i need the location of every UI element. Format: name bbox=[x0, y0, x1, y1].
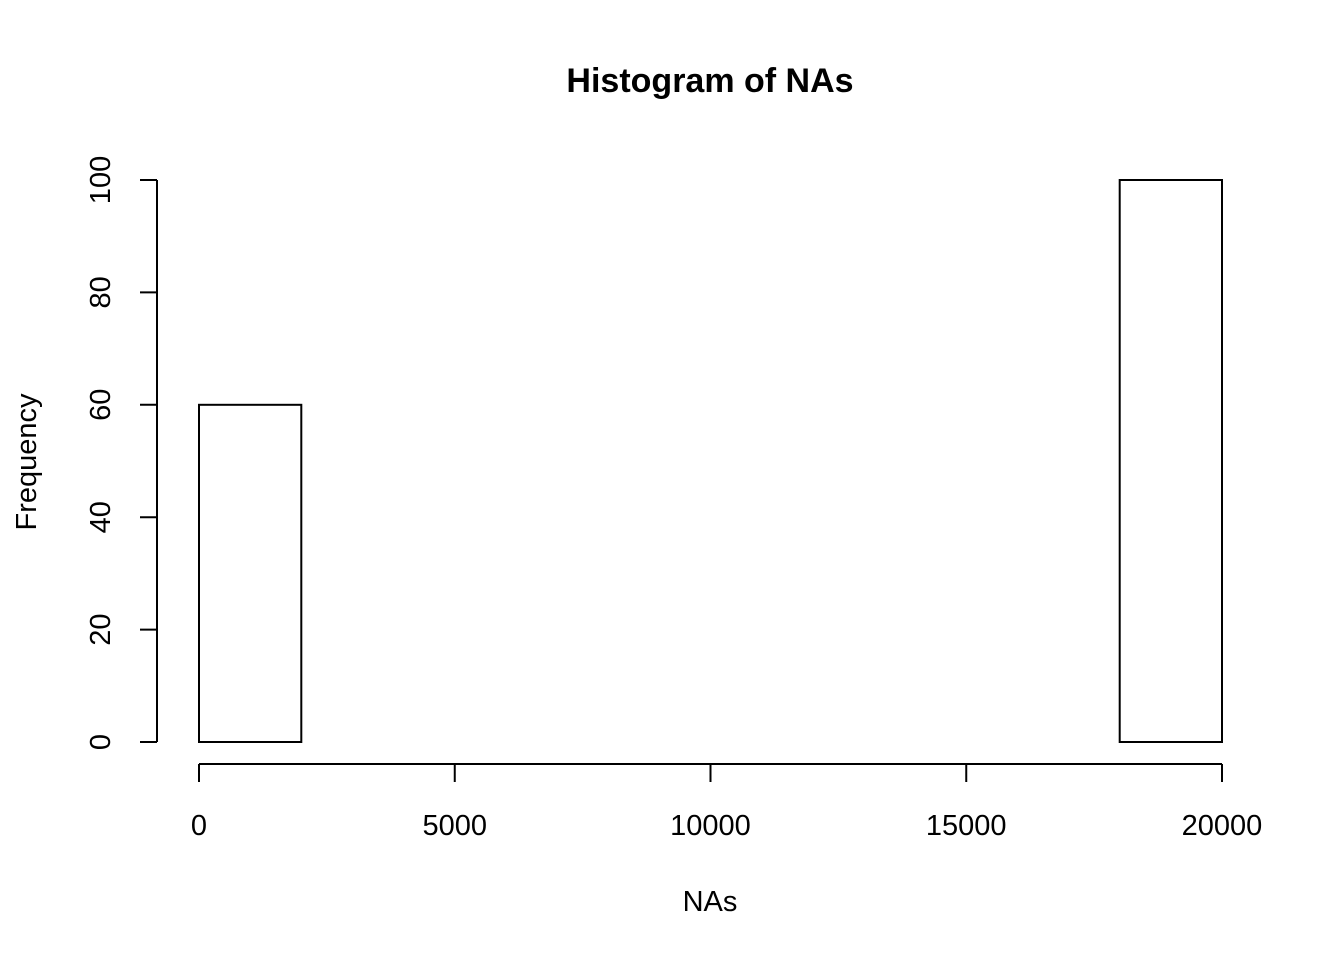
chart-title: Histogram of NAs bbox=[566, 62, 853, 100]
y-tick-label: 60 bbox=[85, 389, 117, 421]
y-tick-label: 100 bbox=[85, 156, 117, 204]
x-tick-label: 20000 bbox=[1182, 810, 1263, 842]
y-axis: 0 20 40 60 80 100 bbox=[85, 156, 158, 750]
y-tick-label: 40 bbox=[85, 501, 117, 533]
y-tick-label: 80 bbox=[85, 276, 117, 308]
x-axis-label: NAs bbox=[683, 886, 738, 918]
histogram-bar bbox=[198, 403, 303, 743]
x-tick-label: 5000 bbox=[422, 810, 487, 842]
x-tick-label: 15000 bbox=[926, 810, 1007, 842]
y-tick-label: 0 bbox=[85, 734, 117, 750]
y-tick-label: 20 bbox=[85, 613, 117, 645]
bars-group bbox=[198, 179, 1223, 743]
x-tick-label: 0 bbox=[191, 810, 207, 842]
x-tick-label: 10000 bbox=[670, 810, 751, 842]
histogram-bar bbox=[1118, 179, 1223, 743]
y-axis-label: Frequency bbox=[11, 393, 43, 531]
x-axis: 0 5000 10000 15000 20000 bbox=[191, 763, 1263, 842]
